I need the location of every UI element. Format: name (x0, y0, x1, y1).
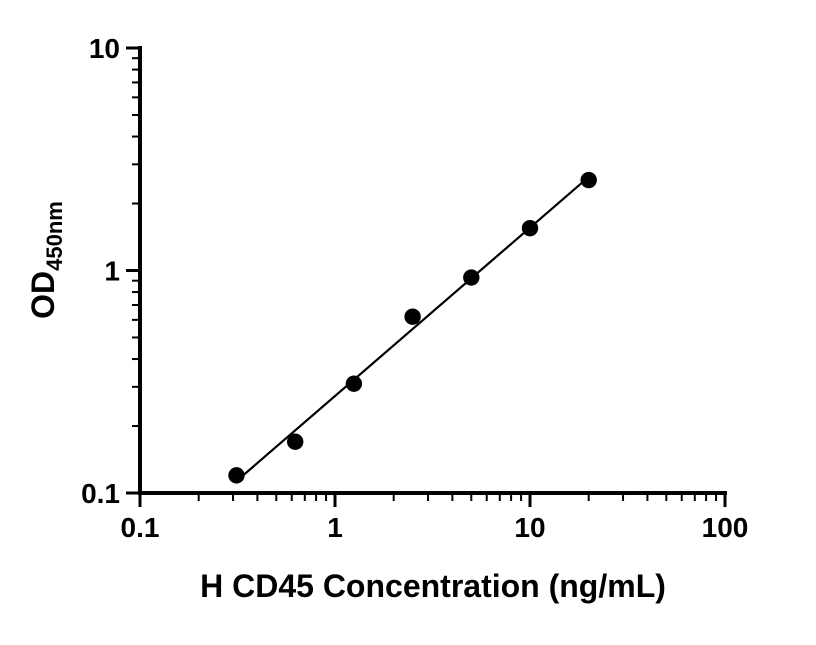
data-point (463, 269, 480, 286)
data-point (345, 375, 363, 392)
plot-area: 0.1 1 10 100 0.1 1 10 (81, 33, 748, 543)
x-tick-label: 1 (327, 512, 343, 543)
y-axis-title: OD450nm (25, 201, 67, 319)
x-tick-label: 10 (514, 512, 545, 543)
x-axis-title: H CD45 Concentration (ng/mL) (200, 568, 666, 604)
x-tick-label: 100 (702, 512, 749, 543)
x-tick-label: 0.1 (121, 512, 160, 543)
y-tick-label: 1 (104, 256, 120, 287)
y-axis-title-main: OD (25, 271, 61, 319)
data-point (286, 433, 304, 450)
y-tick-label: 10 (89, 33, 120, 64)
y-tick-label: 0.1 (81, 478, 120, 509)
data-point (580, 171, 597, 189)
data-point (521, 219, 539, 237)
data-point (404, 308, 421, 325)
data-point (228, 467, 245, 484)
y-axis-title-sub: 450nm (42, 201, 67, 271)
